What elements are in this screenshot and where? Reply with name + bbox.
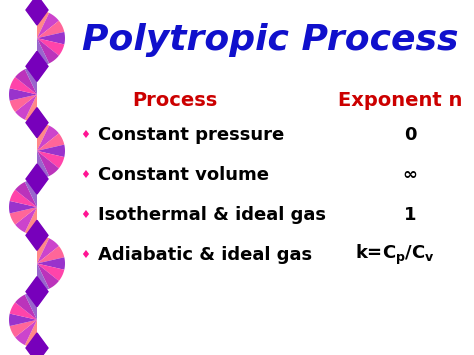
Polygon shape: [37, 235, 49, 263]
Text: 0: 0: [404, 126, 416, 144]
Polygon shape: [37, 151, 49, 179]
Polygon shape: [37, 263, 59, 289]
Polygon shape: [37, 10, 49, 38]
Text: Constant volume: Constant volume: [98, 166, 269, 184]
Text: Adiabatic & ideal gas: Adiabatic & ideal gas: [98, 246, 312, 264]
Polygon shape: [26, 51, 48, 81]
Polygon shape: [9, 77, 37, 94]
Polygon shape: [9, 201, 37, 213]
Polygon shape: [26, 277, 48, 307]
Polygon shape: [37, 257, 65, 270]
Polygon shape: [37, 263, 49, 291]
Polygon shape: [37, 32, 65, 44]
Polygon shape: [37, 263, 64, 281]
Polygon shape: [37, 13, 59, 38]
Polygon shape: [25, 94, 37, 122]
Polygon shape: [9, 302, 37, 320]
Text: 1: 1: [404, 206, 416, 224]
Polygon shape: [9, 313, 37, 326]
Polygon shape: [25, 207, 37, 235]
Text: Isothermal & ideal gas: Isothermal & ideal gas: [98, 206, 326, 224]
Polygon shape: [37, 21, 64, 38]
Text: Constant pressure: Constant pressure: [98, 126, 284, 144]
Polygon shape: [15, 182, 37, 207]
Polygon shape: [37, 38, 64, 56]
Polygon shape: [37, 38, 59, 64]
Polygon shape: [15, 295, 37, 320]
Polygon shape: [37, 126, 59, 151]
Polygon shape: [26, 164, 48, 194]
Polygon shape: [37, 38, 49, 66]
Polygon shape: [26, 333, 48, 355]
Text: k=C$_\mathbf{p}$/C$_\mathbf{v}$: k=C$_\mathbf{p}$/C$_\mathbf{v}$: [355, 243, 435, 267]
Text: Polytropic Process: Polytropic Process: [82, 23, 458, 57]
Text: ∞: ∞: [402, 166, 418, 184]
Polygon shape: [37, 133, 64, 151]
Polygon shape: [37, 246, 64, 263]
Polygon shape: [9, 94, 37, 112]
Text: ♦: ♦: [80, 170, 90, 180]
Text: Exponent n: Exponent n: [338, 91, 462, 109]
Polygon shape: [25, 179, 37, 207]
Polygon shape: [15, 207, 37, 233]
Polygon shape: [9, 88, 37, 101]
Text: Process: Process: [132, 91, 218, 109]
Polygon shape: [25, 66, 37, 94]
Polygon shape: [37, 151, 64, 168]
Polygon shape: [37, 151, 59, 176]
Polygon shape: [25, 292, 37, 320]
Polygon shape: [15, 320, 37, 345]
Text: ♦: ♦: [80, 250, 90, 260]
Polygon shape: [26, 0, 48, 25]
Polygon shape: [26, 220, 48, 250]
Polygon shape: [9, 190, 37, 207]
Polygon shape: [9, 207, 37, 225]
Polygon shape: [25, 320, 37, 348]
Text: ♦: ♦: [80, 210, 90, 220]
Polygon shape: [15, 69, 37, 94]
Polygon shape: [37, 144, 65, 157]
Polygon shape: [15, 94, 37, 120]
Polygon shape: [9, 320, 37, 337]
Text: ♦: ♦: [80, 130, 90, 140]
Polygon shape: [26, 108, 48, 138]
Polygon shape: [37, 238, 59, 263]
Polygon shape: [37, 123, 49, 151]
